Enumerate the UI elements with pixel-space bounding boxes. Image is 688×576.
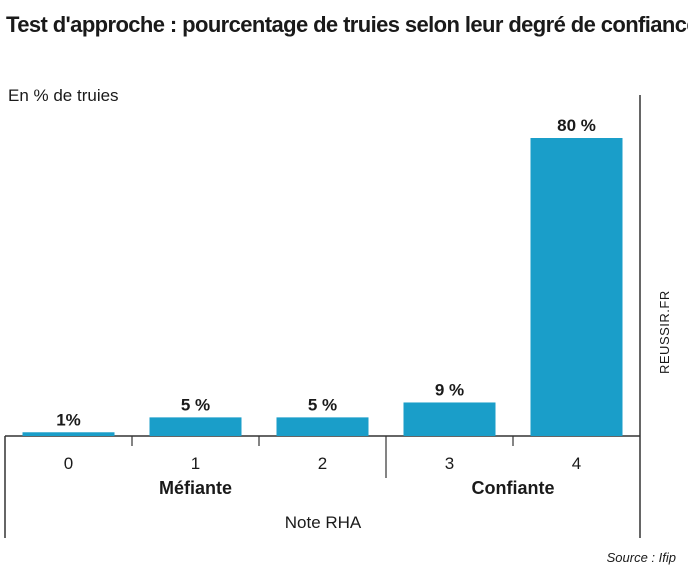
x-tick-label-3: 3 (445, 454, 454, 473)
bar-3 (403, 402, 496, 436)
x-tick-label-2: 2 (318, 454, 327, 473)
source-text: Source : Ifip (606, 550, 676, 565)
x-tick-label-1: 1 (191, 454, 200, 473)
value-label-3: 9 % (435, 380, 464, 399)
bar-2 (276, 417, 369, 436)
bar-0 (22, 432, 115, 436)
group-label-1: Confiante (472, 478, 555, 498)
y-axis-unit-label: En % de truies (8, 86, 119, 105)
bars (22, 138, 623, 436)
x-tick-labels: 0 1 2 3 4 (64, 454, 581, 473)
chart-title: Test d'approche : pourcentage de truies … (6, 12, 688, 37)
x-tick-label-0: 0 (64, 454, 73, 473)
group-labels: Méfiante Confiante (159, 478, 555, 498)
bar-1 (149, 417, 242, 436)
value-label-0: 1% (56, 410, 81, 429)
value-label-4: 80 % (557, 116, 596, 135)
credit-text: REUSSIR.FR (657, 290, 672, 374)
x-axis-label: Note RHA (285, 513, 362, 532)
value-label-1: 5 % (181, 395, 210, 414)
group-label-0: Méfiante (159, 478, 232, 498)
x-tick-label-4: 4 (572, 454, 581, 473)
value-label-2: 5 % (308, 395, 337, 414)
bar-4 (530, 138, 623, 436)
value-labels: 1% 5 % 5 % 9 % 80 % (56, 116, 596, 429)
